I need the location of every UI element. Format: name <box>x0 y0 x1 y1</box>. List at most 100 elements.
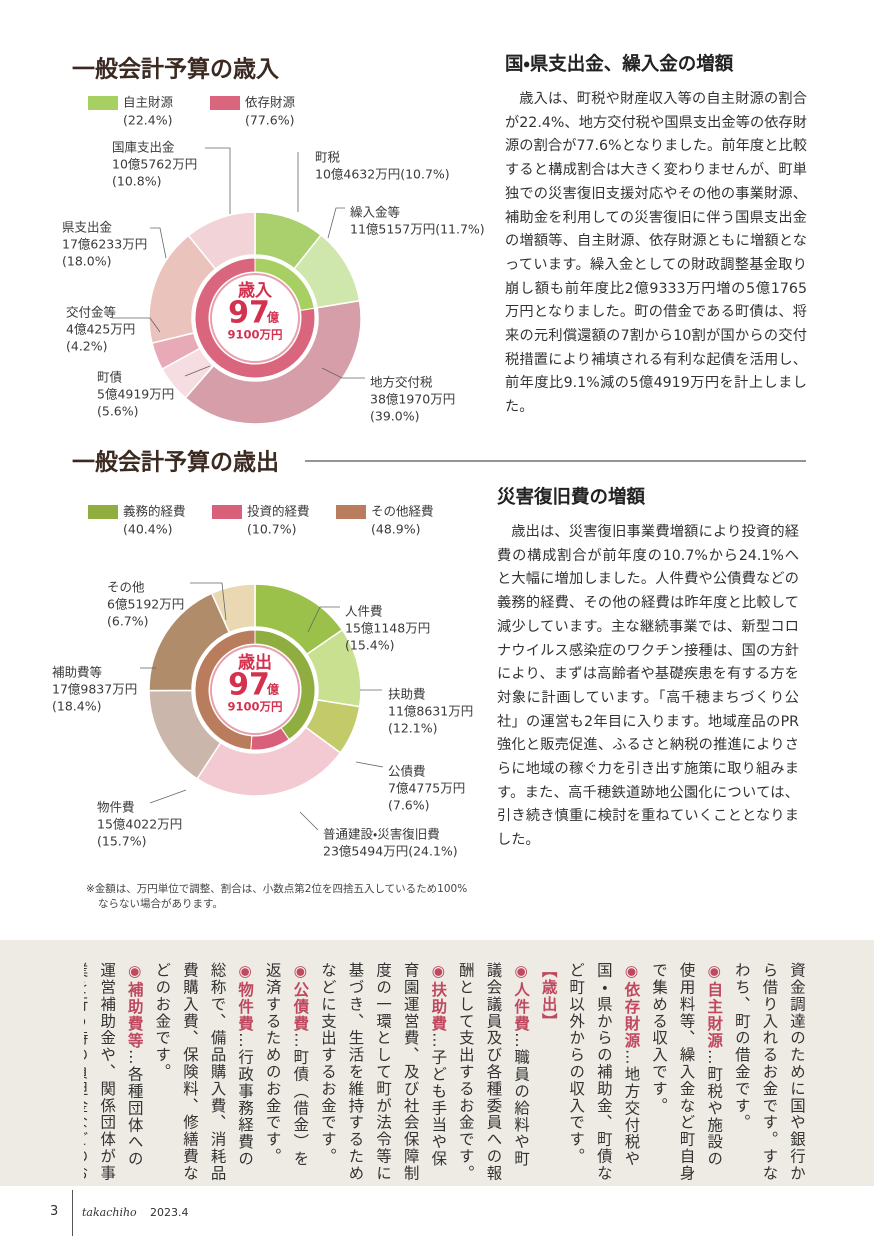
section-heading: 一般会計予算の歳出 <box>72 449 279 476</box>
glossary-text: …地方交付税や国・県からの補助金、町債など町以外からの収入です。 <box>567 962 641 1182</box>
footer: 3 takachiho 2023.4 <box>0 1190 874 1236</box>
article-text: 歳入は、町税や財産収入等の自主財源の割合が22.4%、地方交付税や国県支出金等の… <box>505 91 807 416</box>
center-title: 歳出 <box>238 652 272 673</box>
slice-label: 公債費 <box>388 764 426 779</box>
leader-line <box>205 147 231 214</box>
slice-value: (12.1%) <box>388 721 437 736</box>
slice-value: (10.8%) <box>112 174 161 189</box>
slice-label: 物件費 <box>97 800 135 815</box>
legend-label: その他経費 <box>371 504 434 519</box>
leader-line <box>327 207 345 239</box>
slice-amount: 23億5494万円 <box>323 844 408 859</box>
slice <box>210 583 256 634</box>
glossary-item: ◉公債費…町債（借金）を返済するためのお金です。 <box>258 962 313 1184</box>
leader-line <box>355 761 384 768</box>
legend-label: 投資的経費 <box>247 504 310 519</box>
glossary-text: …行政事務経費の総称で、備品購入費、消耗品費購入費、保険料、修繕費などのお金です… <box>153 962 255 1182</box>
footnote: ※金額は、万円単位で調整、割合は、小数点第2位を四捨五入しているため100% な… <box>86 882 467 912</box>
slice-label: その他 <box>107 580 145 595</box>
glossary-term: ◉扶助費 <box>429 962 448 1033</box>
legend-value: (40.4%) <box>123 522 172 537</box>
slice-label: 町税 <box>315 150 341 165</box>
slice-value: (11.7%) <box>435 222 484 237</box>
leader-line <box>321 367 365 379</box>
leader-line <box>150 227 167 259</box>
slice <box>187 211 256 271</box>
slice-amount: 10億4632万円 <box>315 167 400 182</box>
slice-label: 交付金等 <box>66 305 116 320</box>
glossary-term: ◉人件費 <box>512 962 531 1033</box>
center-unit: 億 <box>266 310 279 325</box>
center-unit: 億 <box>266 682 279 697</box>
leader-line <box>299 811 319 831</box>
glossary-text: …各種団体への運営補助金や、関係団体が事業を行う時の負担金などのお金です。 <box>84 962 144 1182</box>
center-sub: 9100万円 <box>227 328 282 342</box>
slice-value: (39.0%) <box>370 409 419 424</box>
group-slice <box>194 629 256 751</box>
glossary-box <box>0 940 874 1186</box>
leader-line <box>112 317 161 333</box>
group-slice <box>194 257 316 379</box>
slice-value: (18.4%) <box>52 699 101 714</box>
glossary-term: ◉物件費 <box>236 962 255 1033</box>
legend-swatch <box>212 505 242 519</box>
slice-amount: 4億425万円 <box>66 322 135 337</box>
slice-amount: 10億5762万円 <box>112 157 197 172</box>
article: 国・県支出金、繰入金の増額 歳入は、町税や財産収入等の自主財源の割合が22.4%… <box>505 50 807 420</box>
slice-value: (4.2%) <box>66 339 108 354</box>
footnote-line: ならない場合があります。 <box>98 898 223 910</box>
leader-line <box>307 606 340 633</box>
article-heading: 国・県支出金、繰入金の増額 <box>505 54 734 75</box>
page-number: 3 <box>50 1204 59 1219</box>
footer-rule <box>72 1190 73 1236</box>
slice-amount: 7億4775万円 <box>388 781 465 796</box>
slice-amount: 5億4919万円 <box>97 387 174 402</box>
slice-value: (7.6%) <box>388 798 430 813</box>
center-sub: 9100万円 <box>227 700 282 714</box>
article-heading: 災害復旧費の増額 <box>497 487 646 508</box>
glossary-text: …町税や施設の使用料等、繰入金など町自身で集める収入です。 <box>650 962 724 1182</box>
slice-label: 繰入金等 <box>350 205 400 220</box>
slice-amount: 15億4022万円 <box>97 817 182 832</box>
slice-amount: 11億5157万円 <box>350 222 435 237</box>
glossary: 資金調達のために国や銀行から借り入れるお金です。すなわち、町の借金です。 ◉自主財… <box>84 962 810 1184</box>
legend-value: (48.9%) <box>371 522 420 537</box>
legend-value: (77.6%) <box>245 113 294 128</box>
legend-swatch <box>336 505 366 519</box>
legend-label: 自主財源 <box>123 95 174 110</box>
slice-amount: 15億1148万円 <box>345 621 430 636</box>
leader-line <box>190 582 227 621</box>
charts: 一般会計予算の歳入自主財源(22.4%)依存財源(77.6%)歳入97億9100… <box>52 56 806 859</box>
slice-label: 地方交付税 <box>370 375 433 390</box>
center-number: 97 <box>228 296 270 331</box>
glossary-text: …町債（借金）を返済するためのお金です。 <box>263 962 310 1168</box>
article-text: 歳出は、災害復旧事業費増額により投資的経費の構成割合が前年度の10.7%から24… <box>497 524 799 849</box>
glossary-term: ◉補助費等 <box>125 962 144 1050</box>
legend-value: (10.7%) <box>247 522 296 537</box>
center-number: 97 <box>228 668 270 703</box>
leader-line <box>149 789 187 804</box>
slice-amount: 17億6233万円 <box>62 237 147 252</box>
issue: 2023.4 <box>150 1206 189 1219</box>
glossary-text: …子ども手当や保育園運営費、及び社会保障制度の一環として町が法令等に基づき、生活… <box>318 962 448 1182</box>
slice-amount: 11億8631万円 <box>388 704 473 719</box>
glossary-text: …職員の給料や町議会議員及び各種委員への報酬として支出するお金です。 <box>456 962 531 1182</box>
glossary-term: ◉自主財源 <box>705 962 724 1050</box>
slice-label: 町債 <box>97 370 122 385</box>
legend-swatch <box>88 505 118 519</box>
slice-amount: 17億9837万円 <box>52 682 137 697</box>
slice-amount: 38億1970万円 <box>370 392 455 407</box>
slice-label: 扶助費 <box>388 687 426 702</box>
slice-label: 国庫支出金 <box>112 140 175 155</box>
leader-line <box>184 365 211 377</box>
glossary-item: ◉補助費等…各種団体への運営補助金や、関係団体が事業を行う時の負担金などのお金で… <box>84 962 148 1184</box>
slice-value: (18.0%) <box>62 254 111 269</box>
slice-value: (10.7%) <box>400 167 449 182</box>
glossary-text: 資金調達のために国や銀行から借り入れるお金です。すなわち、町の借金です。 <box>732 962 806 1182</box>
glossary-term: 【歳出】 <box>539 962 558 1030</box>
glossary-item: ◉物件費…行政事務経費の総称で、備品購入費、消耗品費購入費、保険料、修繕費などの… <box>148 962 258 1184</box>
glossary-item: ◉扶助費…子ども手当や保育園運営費、及び社会保障制度の一環として町が法令等に基づ… <box>313 962 451 1184</box>
glossary-term: ◉公債費 <box>291 962 310 1033</box>
